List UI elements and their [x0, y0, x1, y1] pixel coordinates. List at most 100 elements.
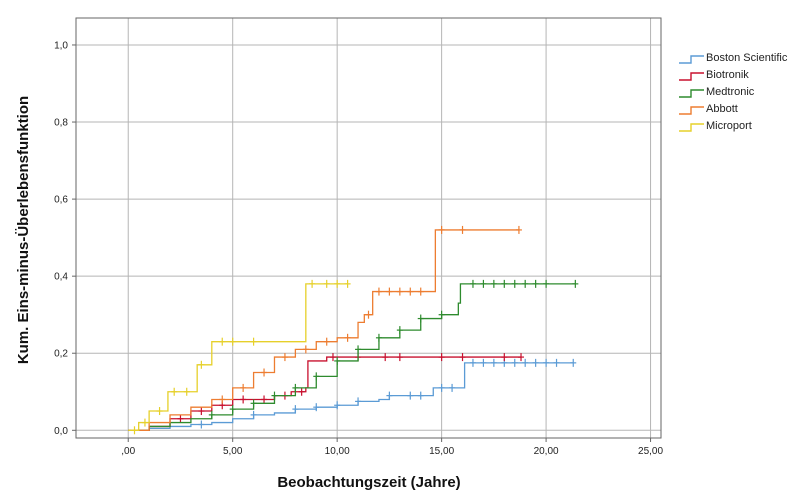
legend-swatch — [679, 89, 704, 98]
censor-mark — [407, 391, 414, 400]
censor-mark — [469, 279, 476, 288]
legend-item: Biotronik — [679, 69, 749, 81]
legend-item: Abbott — [679, 103, 738, 115]
legend-label: Abbott — [706, 103, 738, 115]
censor-mark — [177, 414, 184, 423]
censor-mark — [344, 333, 351, 342]
censor-mark — [501, 279, 508, 288]
censor-mark — [511, 358, 518, 367]
y-tick-label: 0,8 — [54, 118, 68, 129]
legend-swatch — [679, 72, 704, 81]
censor-mark — [375, 333, 382, 342]
censor-mark — [292, 405, 299, 414]
censor-mark — [375, 287, 382, 296]
censor-mark — [490, 358, 497, 367]
legend-label: Boston Scientific — [706, 52, 788, 64]
censor-mark — [208, 410, 215, 419]
censor-mark — [313, 372, 320, 381]
censor-mark — [240, 383, 247, 392]
legend-item: Boston Scientific — [679, 52, 788, 64]
censor-mark — [344, 279, 351, 288]
censor-mark — [131, 426, 138, 435]
censor-mark — [396, 353, 403, 362]
censor-mark — [198, 407, 205, 416]
censor-mark — [522, 279, 529, 288]
censor-mark — [490, 279, 497, 288]
censor-mark — [198, 420, 205, 429]
series-microport — [128, 279, 351, 435]
censor-mark — [417, 287, 424, 296]
legend-item: Medtronic — [679, 86, 755, 98]
censor-mark — [386, 287, 393, 296]
series-medtronic — [128, 279, 579, 431]
censor-mark — [219, 395, 226, 404]
censor-mark — [382, 353, 389, 362]
legend-swatch — [679, 123, 704, 132]
series-layer — [128, 225, 579, 435]
plot-frame — [75, 17, 662, 439]
censor-mark — [438, 225, 445, 234]
x-tick-label: 20,00 — [534, 446, 559, 457]
censor-mark — [480, 358, 487, 367]
censor-mark — [511, 279, 518, 288]
censor-mark — [522, 358, 529, 367]
censor-mark — [553, 358, 560, 367]
censor-mark — [334, 279, 341, 288]
legend-label: Medtronic — [706, 86, 755, 98]
y-axis-title: Kum. Eins-minus-Überlebensfunktion — [15, 96, 32, 364]
censor-mark — [518, 353, 525, 362]
series-line — [128, 229, 519, 431]
censor-mark — [515, 225, 522, 234]
legend-item: Microport — [679, 120, 752, 132]
x-tick-label: 5,00 — [223, 446, 243, 457]
grid-layer — [76, 18, 661, 438]
series-boston-scientific — [128, 358, 577, 431]
legend-swatch — [679, 55, 704, 64]
censor-mark — [302, 345, 309, 354]
censor-mark — [543, 279, 550, 288]
legend-label: Biotronik — [706, 69, 749, 81]
y-tick-label: 0,4 — [54, 272, 68, 283]
censor-mark — [480, 279, 487, 288]
censor-mark — [240, 395, 247, 404]
x-tick-label: 15,00 — [429, 446, 454, 457]
censor-mark — [501, 353, 508, 362]
censor-mark — [459, 225, 466, 234]
censor-mark — [323, 337, 330, 346]
censor-mark — [417, 314, 424, 323]
tick-layer: ,00 5,00 10,00 15,00 20,00 25,00 0,0 0,2 0,4 0,6 0… — [54, 40, 663, 457]
censor-mark — [355, 345, 362, 354]
censor-mark — [183, 387, 190, 396]
censor-mark — [469, 358, 476, 367]
y-tick-label: 0,6 — [54, 195, 68, 206]
series-abbott — [128, 225, 522, 431]
censor-mark — [532, 358, 539, 367]
x-axis-title: Beobachtungszeit (Jahre) — [277, 474, 460, 491]
censor-mark — [438, 383, 445, 392]
y-tick-label: 0,2 — [54, 349, 68, 360]
censor-mark — [407, 287, 414, 296]
censor-mark — [261, 395, 268, 404]
x-tick-label: ,00 — [121, 446, 135, 457]
legend-swatch — [679, 106, 704, 115]
censor-mark — [298, 387, 305, 396]
censor-mark — [532, 279, 539, 288]
censor-mark — [570, 358, 577, 367]
censor-mark — [323, 279, 330, 288]
y-tick-label: 1,0 — [54, 40, 68, 51]
censor-mark — [171, 387, 178, 396]
censor-mark — [292, 383, 299, 392]
censor-mark — [334, 356, 341, 365]
censor-mark — [313, 403, 320, 412]
censor-mark — [572, 279, 579, 288]
series-line — [128, 362, 574, 431]
censor-mark — [271, 391, 278, 400]
legend-label: Microport — [706, 120, 752, 132]
censor-mark — [365, 310, 372, 319]
censor-mark — [329, 353, 336, 362]
censor-mark — [438, 310, 445, 319]
censor-mark — [261, 368, 268, 377]
